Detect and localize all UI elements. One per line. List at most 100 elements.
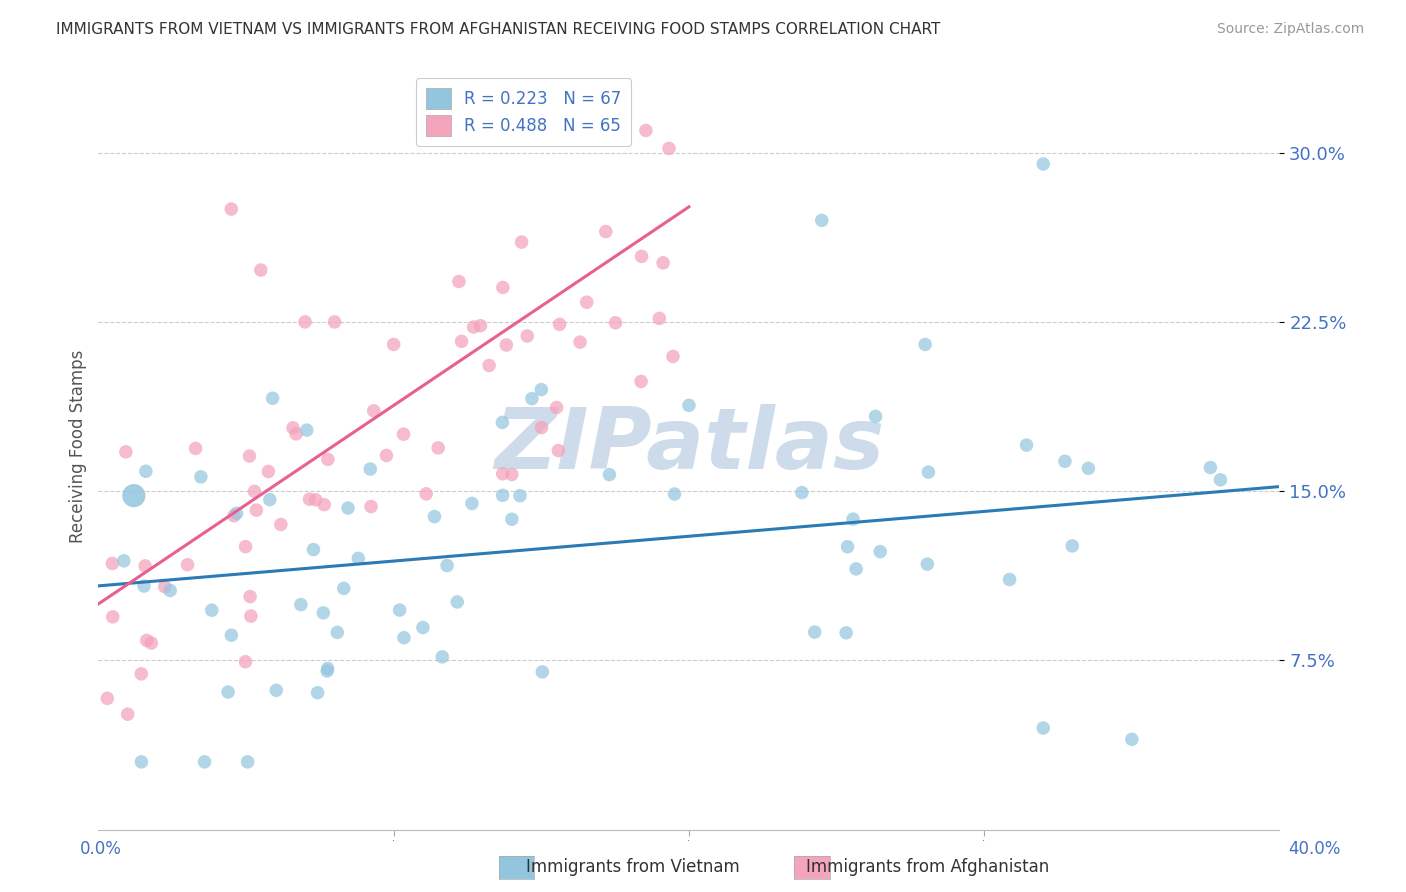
Point <box>235 655 257 669</box>
Point <box>337 501 360 516</box>
Text: 0.0%: 0.0% <box>80 840 122 858</box>
Point <box>225 506 247 520</box>
Point <box>238 449 260 463</box>
Point <box>492 467 515 481</box>
Point <box>316 452 339 467</box>
Point <box>114 445 136 459</box>
Point <box>131 755 153 769</box>
Point <box>363 404 385 418</box>
Point <box>630 249 652 263</box>
Point <box>492 280 515 294</box>
Point <box>835 625 858 640</box>
Point <box>316 664 339 678</box>
Point <box>235 540 257 554</box>
Point <box>159 583 181 598</box>
Point <box>222 508 245 523</box>
Point <box>270 517 292 532</box>
Point <box>678 398 700 412</box>
Point <box>1015 438 1038 452</box>
Point <box>652 256 675 270</box>
Point <box>347 551 370 566</box>
Point <box>1032 721 1054 735</box>
Point <box>461 496 484 510</box>
Point <box>1053 454 1076 468</box>
Point <box>153 580 176 594</box>
Point <box>412 621 434 635</box>
Point <box>432 649 454 664</box>
Point <box>662 350 685 364</box>
Point <box>447 275 470 289</box>
Point <box>221 628 243 642</box>
Point <box>295 423 318 437</box>
Point <box>190 470 212 484</box>
Point <box>131 666 153 681</box>
Point <box>294 315 316 329</box>
Point <box>914 337 936 351</box>
Point <box>305 492 328 507</box>
Point <box>1121 732 1143 747</box>
Point <box>998 573 1021 587</box>
Point <box>392 427 415 442</box>
Text: Immigrants from Afghanistan: Immigrants from Afghanistan <box>806 858 1050 876</box>
Point <box>112 554 135 568</box>
Point <box>316 661 339 675</box>
Point <box>491 416 513 430</box>
Point <box>595 225 617 239</box>
Point <box>96 691 118 706</box>
Point <box>630 375 652 389</box>
Point <box>423 509 446 524</box>
Point <box>495 338 517 352</box>
Y-axis label: Receiving Food Stamps: Receiving Food Stamps <box>69 350 87 542</box>
Point <box>516 329 538 343</box>
Point <box>436 558 458 573</box>
Point <box>184 442 207 456</box>
Point <box>259 492 281 507</box>
Point <box>548 318 571 332</box>
Legend: R = 0.223   N = 67, R = 0.488   N = 65: R = 0.223 N = 67, R = 0.488 N = 65 <box>416 78 631 145</box>
Point <box>250 263 273 277</box>
Point <box>314 498 336 512</box>
Point <box>307 686 329 700</box>
Point <box>1199 460 1222 475</box>
Point <box>463 320 485 334</box>
Text: Source: ZipAtlas.com: Source: ZipAtlas.com <box>1216 22 1364 37</box>
Text: 40.0%: 40.0% <box>1288 840 1341 858</box>
Point <box>101 557 124 571</box>
Point <box>531 665 554 679</box>
Point <box>221 202 243 216</box>
Point <box>326 625 349 640</box>
Point <box>509 489 531 503</box>
Point <box>382 337 405 351</box>
Point <box>869 544 891 558</box>
Point <box>117 707 139 722</box>
Point <box>135 633 157 648</box>
Text: Immigrants from Vietnam: Immigrants from Vietnam <box>526 858 740 876</box>
Point <box>262 391 284 405</box>
Point <box>865 409 887 424</box>
Point <box>141 636 163 650</box>
Point <box>427 441 450 455</box>
Point <box>388 603 411 617</box>
Point <box>917 465 939 479</box>
Point <box>132 579 155 593</box>
Point <box>332 582 354 596</box>
Point <box>359 462 381 476</box>
Point <box>201 603 224 617</box>
Point <box>664 487 686 501</box>
Point <box>501 467 523 482</box>
Point <box>312 606 335 620</box>
Point <box>605 316 627 330</box>
Point <box>392 631 415 645</box>
Point <box>239 590 262 604</box>
Point <box>285 426 308 441</box>
Point <box>375 449 398 463</box>
Point <box>360 500 382 514</box>
Point <box>491 488 513 502</box>
Point <box>575 295 598 310</box>
Point <box>245 503 267 517</box>
Point <box>917 557 939 571</box>
Point <box>122 489 145 503</box>
Point <box>648 311 671 326</box>
Point <box>415 487 437 501</box>
Point <box>530 420 553 434</box>
